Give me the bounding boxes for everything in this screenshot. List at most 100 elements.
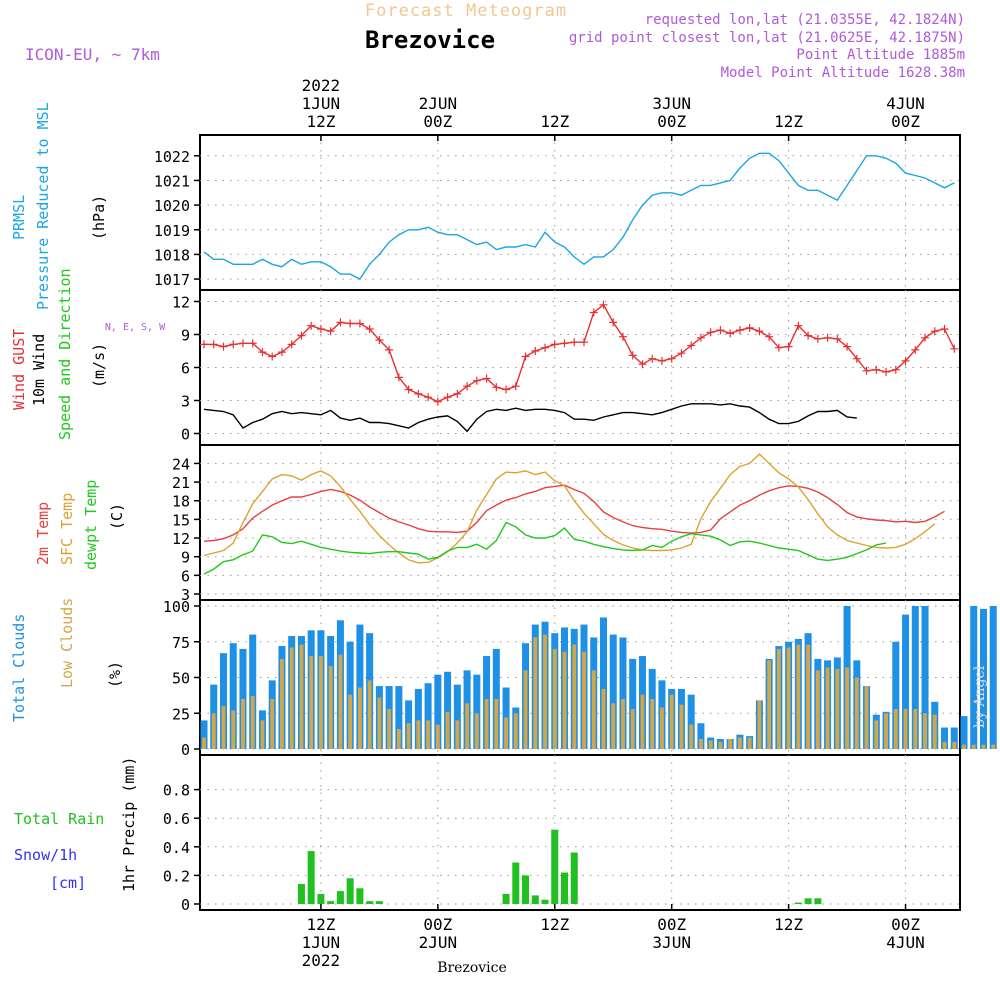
clouds-total-clouds-bar (609, 634, 617, 749)
clouds-low-clouds-bar (708, 740, 713, 749)
clouds-low-clouds-bar (328, 666, 333, 749)
location-title: Brezovice (365, 26, 495, 54)
gust-marker (784, 342, 793, 351)
clouds-low-clouds-bar (923, 713, 927, 749)
clouds-low-clouds-bar (884, 713, 888, 749)
gust-marker (628, 351, 637, 360)
gust-marker (657, 356, 666, 365)
clouds-low-clouds-bar (494, 698, 499, 749)
clouds-low-clouds-bar (250, 696, 255, 749)
wind-ytick-label: 9 (181, 327, 190, 345)
wind-10m-wind-line (203, 403, 857, 433)
time-bottom-label: 4JUN (886, 933, 925, 952)
gust-marker (667, 354, 676, 363)
model-label: ICON-EU, ~ 7km (25, 45, 160, 64)
gust-marker (433, 397, 442, 406)
temp-ylabel-4: (C) (108, 503, 126, 530)
gust-marker (541, 343, 550, 352)
time-bottom-label: 00Z (891, 915, 920, 934)
gust-marker (921, 333, 930, 342)
clouds-total-clouds-bar (434, 674, 442, 749)
clouds-low-clouds-bar (299, 644, 304, 749)
gust-marker (375, 336, 384, 344)
time-top-label: 3JUN (652, 94, 691, 113)
gust-marker (336, 318, 345, 327)
clouds-low-clouds-bar (786, 647, 791, 749)
clouds-low-clouds-bar (874, 720, 879, 749)
clouds-low-clouds-bar (971, 744, 976, 749)
gust-marker (638, 360, 647, 369)
clouds-total-clouds-bar (453, 684, 461, 749)
time-top-label: 00Z (423, 112, 452, 131)
pressure-ylabel-1: PRMSL (10, 195, 28, 240)
clouds-low-clouds-bar (650, 698, 655, 749)
wind-ytick-label: 6 (181, 360, 190, 378)
pressure-ytick-label: 1021 (154, 172, 190, 190)
temperature-2m-temp-line (203, 484, 945, 542)
gust-marker (687, 341, 696, 350)
gust-marker (648, 354, 657, 363)
precip-total-rain-bar (570, 852, 578, 904)
gust-marker (394, 373, 403, 382)
gust-marker (443, 393, 452, 402)
time-bottom-label: 12Z (774, 915, 803, 934)
gust-marker (726, 329, 735, 338)
gust-marker (229, 340, 238, 349)
wind-ytick-label: 12 (172, 294, 190, 312)
gust-marker (482, 374, 491, 383)
clouds-total-clouds-bar (619, 637, 627, 749)
precip-total-rain-bar (375, 901, 383, 904)
clouds-low-clouds-bar (474, 713, 479, 749)
temp-ylabel-3: dewpt Temp (82, 480, 100, 570)
clouds-low-clouds-bar (523, 670, 528, 749)
wind-wind-gust-line (204, 303, 955, 403)
wind-ytick-label: 0 (181, 426, 190, 444)
gust-marker (930, 327, 939, 336)
clouds-total-clouds-bar (960, 716, 968, 749)
clouds-total-clouds-bar (979, 608, 987, 749)
gust-marker (258, 348, 267, 357)
clouds-low-clouds-bar (767, 660, 772, 749)
clouds-low-clouds-bar (231, 710, 236, 749)
clouds-low-clouds-bar (854, 677, 859, 749)
clouds-low-clouds-bar (202, 737, 206, 749)
gust-marker (200, 340, 208, 349)
precip-total-rain-bar (522, 875, 530, 904)
pressure-ytick-label: 1019 (154, 222, 190, 240)
point-altitude: Point Altitude 1885m (796, 47, 965, 63)
clouds-low-clouds-bar (513, 713, 518, 749)
clouds-low-clouds-bar (406, 723, 411, 749)
clouds-low-clouds-bar (562, 651, 567, 749)
gridpoint-coords: grid point closest lon,lat (21.0625E, 42… (569, 30, 965, 46)
gust-marker (882, 367, 891, 376)
gust-marker (385, 345, 394, 354)
gust-marker (326, 327, 335, 336)
clouds-low-clouds-bar (543, 634, 547, 749)
gust-marker (833, 334, 842, 343)
precip-ytick-label: 0 (181, 896, 190, 914)
gust-marker (813, 334, 822, 343)
time-bottom-label: 00Z (657, 915, 686, 934)
gust-marker (511, 382, 520, 391)
clouds-ytick-label: 25 (172, 705, 190, 723)
time-top-label: 00Z (891, 112, 920, 131)
clouds-total-clouds-bar (424, 683, 432, 749)
wind-ylabel-3: Speed and Direction (56, 268, 74, 440)
clouds-low-clouds-bar (572, 644, 577, 749)
gust-marker (219, 342, 228, 351)
gust-marker (706, 328, 715, 337)
clouds-low-clouds-bar (962, 744, 966, 749)
gust-marker (492, 383, 501, 392)
pressure-ylabel-2: Pressure Reduced to MSL (34, 102, 52, 310)
gust-marker (287, 340, 296, 349)
clouds-total-clouds-bar (229, 643, 237, 749)
gust-marker (570, 338, 579, 347)
time-top-label: 12Z (774, 112, 803, 131)
clouds-ytick-label: 100 (163, 598, 190, 616)
clouds-low-clouds-bar (913, 708, 918, 749)
gust-marker (472, 376, 481, 385)
clouds-low-clouds-bar (776, 648, 781, 749)
clouds-low-clouds-bar (640, 694, 645, 749)
precip-panel (199, 754, 961, 911)
clouds-low-clouds-bar (660, 707, 664, 749)
